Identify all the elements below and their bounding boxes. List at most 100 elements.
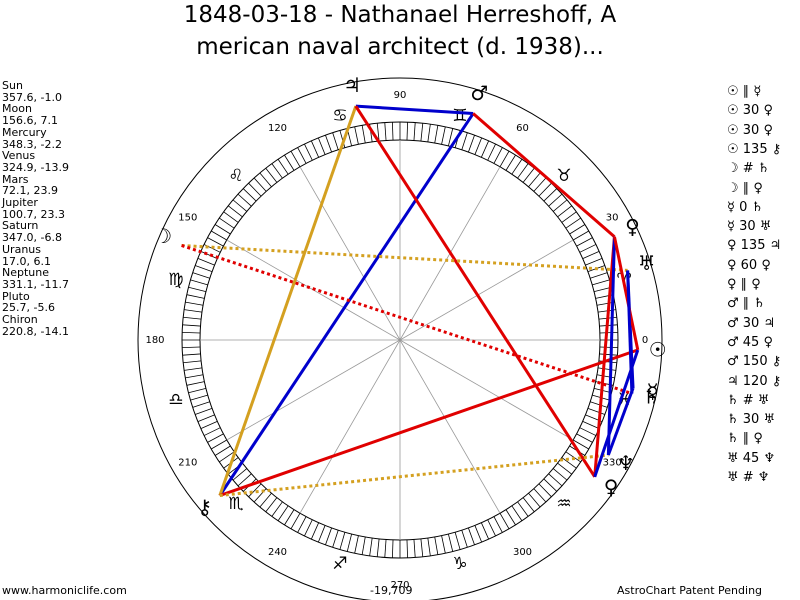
footer-center: -19,709 xyxy=(370,584,413,597)
aspect-entry: ♀ 135 ♃ xyxy=(727,238,782,254)
degree-tick xyxy=(211,439,227,450)
degree-tick xyxy=(427,537,431,556)
title-line: merican naval architect (d. 1938)... xyxy=(196,34,604,60)
planet-position: 220.8, -14.1 xyxy=(2,324,69,338)
degree-tick xyxy=(200,250,218,260)
zodiac-sign: ♉ xyxy=(556,166,571,186)
aspect-entry: ♂ 45 ♀ xyxy=(727,334,773,350)
aspect-entry: ☽ ∥ ♀ xyxy=(727,180,763,196)
planet-name: Neptune xyxy=(2,266,50,280)
aspect-entry: ☉ 135 ⚷ xyxy=(727,141,782,157)
aspect-entry: ☉ 30 ♀ xyxy=(727,122,773,138)
degree-tick xyxy=(593,286,612,293)
degree-tick xyxy=(543,478,558,492)
degree-tick xyxy=(188,286,207,293)
aspect-line xyxy=(219,453,609,498)
degree-tick xyxy=(384,122,387,141)
degree-tick xyxy=(505,154,516,171)
degree-tick xyxy=(406,122,409,141)
planet-name: Moon xyxy=(2,102,32,116)
planet-position: 17.0, 6.1 xyxy=(2,254,51,268)
degree-tick xyxy=(203,427,221,436)
degree-tick xyxy=(599,353,618,356)
degree-tick xyxy=(548,193,563,207)
degree-tick xyxy=(420,538,424,557)
house-spoke xyxy=(299,339,401,514)
degree-tick xyxy=(185,301,204,306)
planet-name: Pluto xyxy=(2,289,30,303)
aspect-entry: ♅ 45 ♆ xyxy=(727,450,776,466)
zodiac-sign: ♍ xyxy=(168,270,183,290)
degree-tick xyxy=(259,492,272,508)
degree-tick xyxy=(248,483,262,498)
planet-name: Sun xyxy=(2,79,23,92)
degree-tick xyxy=(487,143,496,161)
degree-tick xyxy=(183,316,202,320)
degree-tick xyxy=(271,501,283,517)
aspect-entry: ♂ 150 ⚷ xyxy=(727,354,782,370)
degree-tick xyxy=(480,522,490,540)
degree-tick xyxy=(557,462,573,475)
aspect-entry: ☿ 30 ♅ xyxy=(727,219,772,235)
degree-tick xyxy=(461,132,468,150)
planet-name: Mars xyxy=(2,172,29,186)
aspect-line xyxy=(181,243,628,272)
degree-tick xyxy=(259,172,272,188)
degree-tick xyxy=(599,346,618,349)
aspect-line xyxy=(218,112,475,497)
zodiac-sign: ♎ xyxy=(168,390,183,410)
degree-tick xyxy=(186,294,205,299)
degree-label: 90 xyxy=(394,90,407,101)
degree-tick xyxy=(310,522,320,540)
degree-tick xyxy=(232,199,248,212)
zodiac-sign: ♏ xyxy=(228,494,243,514)
degree-tick xyxy=(533,488,547,503)
degree-tick xyxy=(461,530,468,548)
degree-label: 240 xyxy=(268,547,287,558)
degree-tick xyxy=(227,205,243,218)
degree-tick xyxy=(310,140,320,158)
degree-label: 30 xyxy=(606,213,619,224)
degree-tick xyxy=(590,272,608,279)
degree-tick xyxy=(332,530,339,548)
degree-tick xyxy=(185,374,204,379)
degree-tick xyxy=(493,147,503,164)
planet-glyph: ♆ xyxy=(617,451,635,475)
degree-label: 330 xyxy=(603,458,622,469)
degree-tick xyxy=(384,539,387,558)
aspect-entry: ♂ 30 ♃ xyxy=(727,315,776,331)
planet-name: Mercury xyxy=(2,125,47,139)
degree-tick xyxy=(592,279,610,286)
planet-glyph: ♂ xyxy=(470,81,488,105)
degree-tick xyxy=(284,154,295,171)
degree-tick xyxy=(561,211,577,223)
degree-tick xyxy=(454,532,461,550)
degree-label: 210 xyxy=(178,458,197,469)
degree-label: 120 xyxy=(268,123,287,134)
degree-tick xyxy=(339,532,346,550)
degree-tick xyxy=(361,125,366,144)
aspect-entry: ♅ # ♆ xyxy=(727,470,770,485)
aspect-entry: ☽ # ♄ xyxy=(727,161,770,177)
degree-tick xyxy=(284,509,295,526)
degree-label: 300 xyxy=(513,547,532,558)
planet-glyph: ♀ xyxy=(604,475,619,499)
degree-tick xyxy=(232,468,248,481)
degree-tick xyxy=(265,167,278,183)
footer-left: www.harmoniclife.com xyxy=(2,584,127,597)
degree-tick xyxy=(434,536,439,555)
degree-tick xyxy=(557,205,573,218)
degree-tick xyxy=(197,257,215,266)
degree-tick xyxy=(511,505,523,521)
degree-tick xyxy=(317,137,326,155)
degree-tick xyxy=(576,433,593,443)
degree-tick xyxy=(538,182,552,197)
degree-tick xyxy=(499,151,510,167)
degree-tick xyxy=(441,535,446,554)
planet-name: Jupiter xyxy=(2,196,38,210)
aspect-line xyxy=(626,270,634,394)
degree-tick xyxy=(585,257,603,266)
degree-tick xyxy=(441,126,446,145)
degree-tick xyxy=(192,401,210,408)
degree-tick xyxy=(354,535,359,554)
